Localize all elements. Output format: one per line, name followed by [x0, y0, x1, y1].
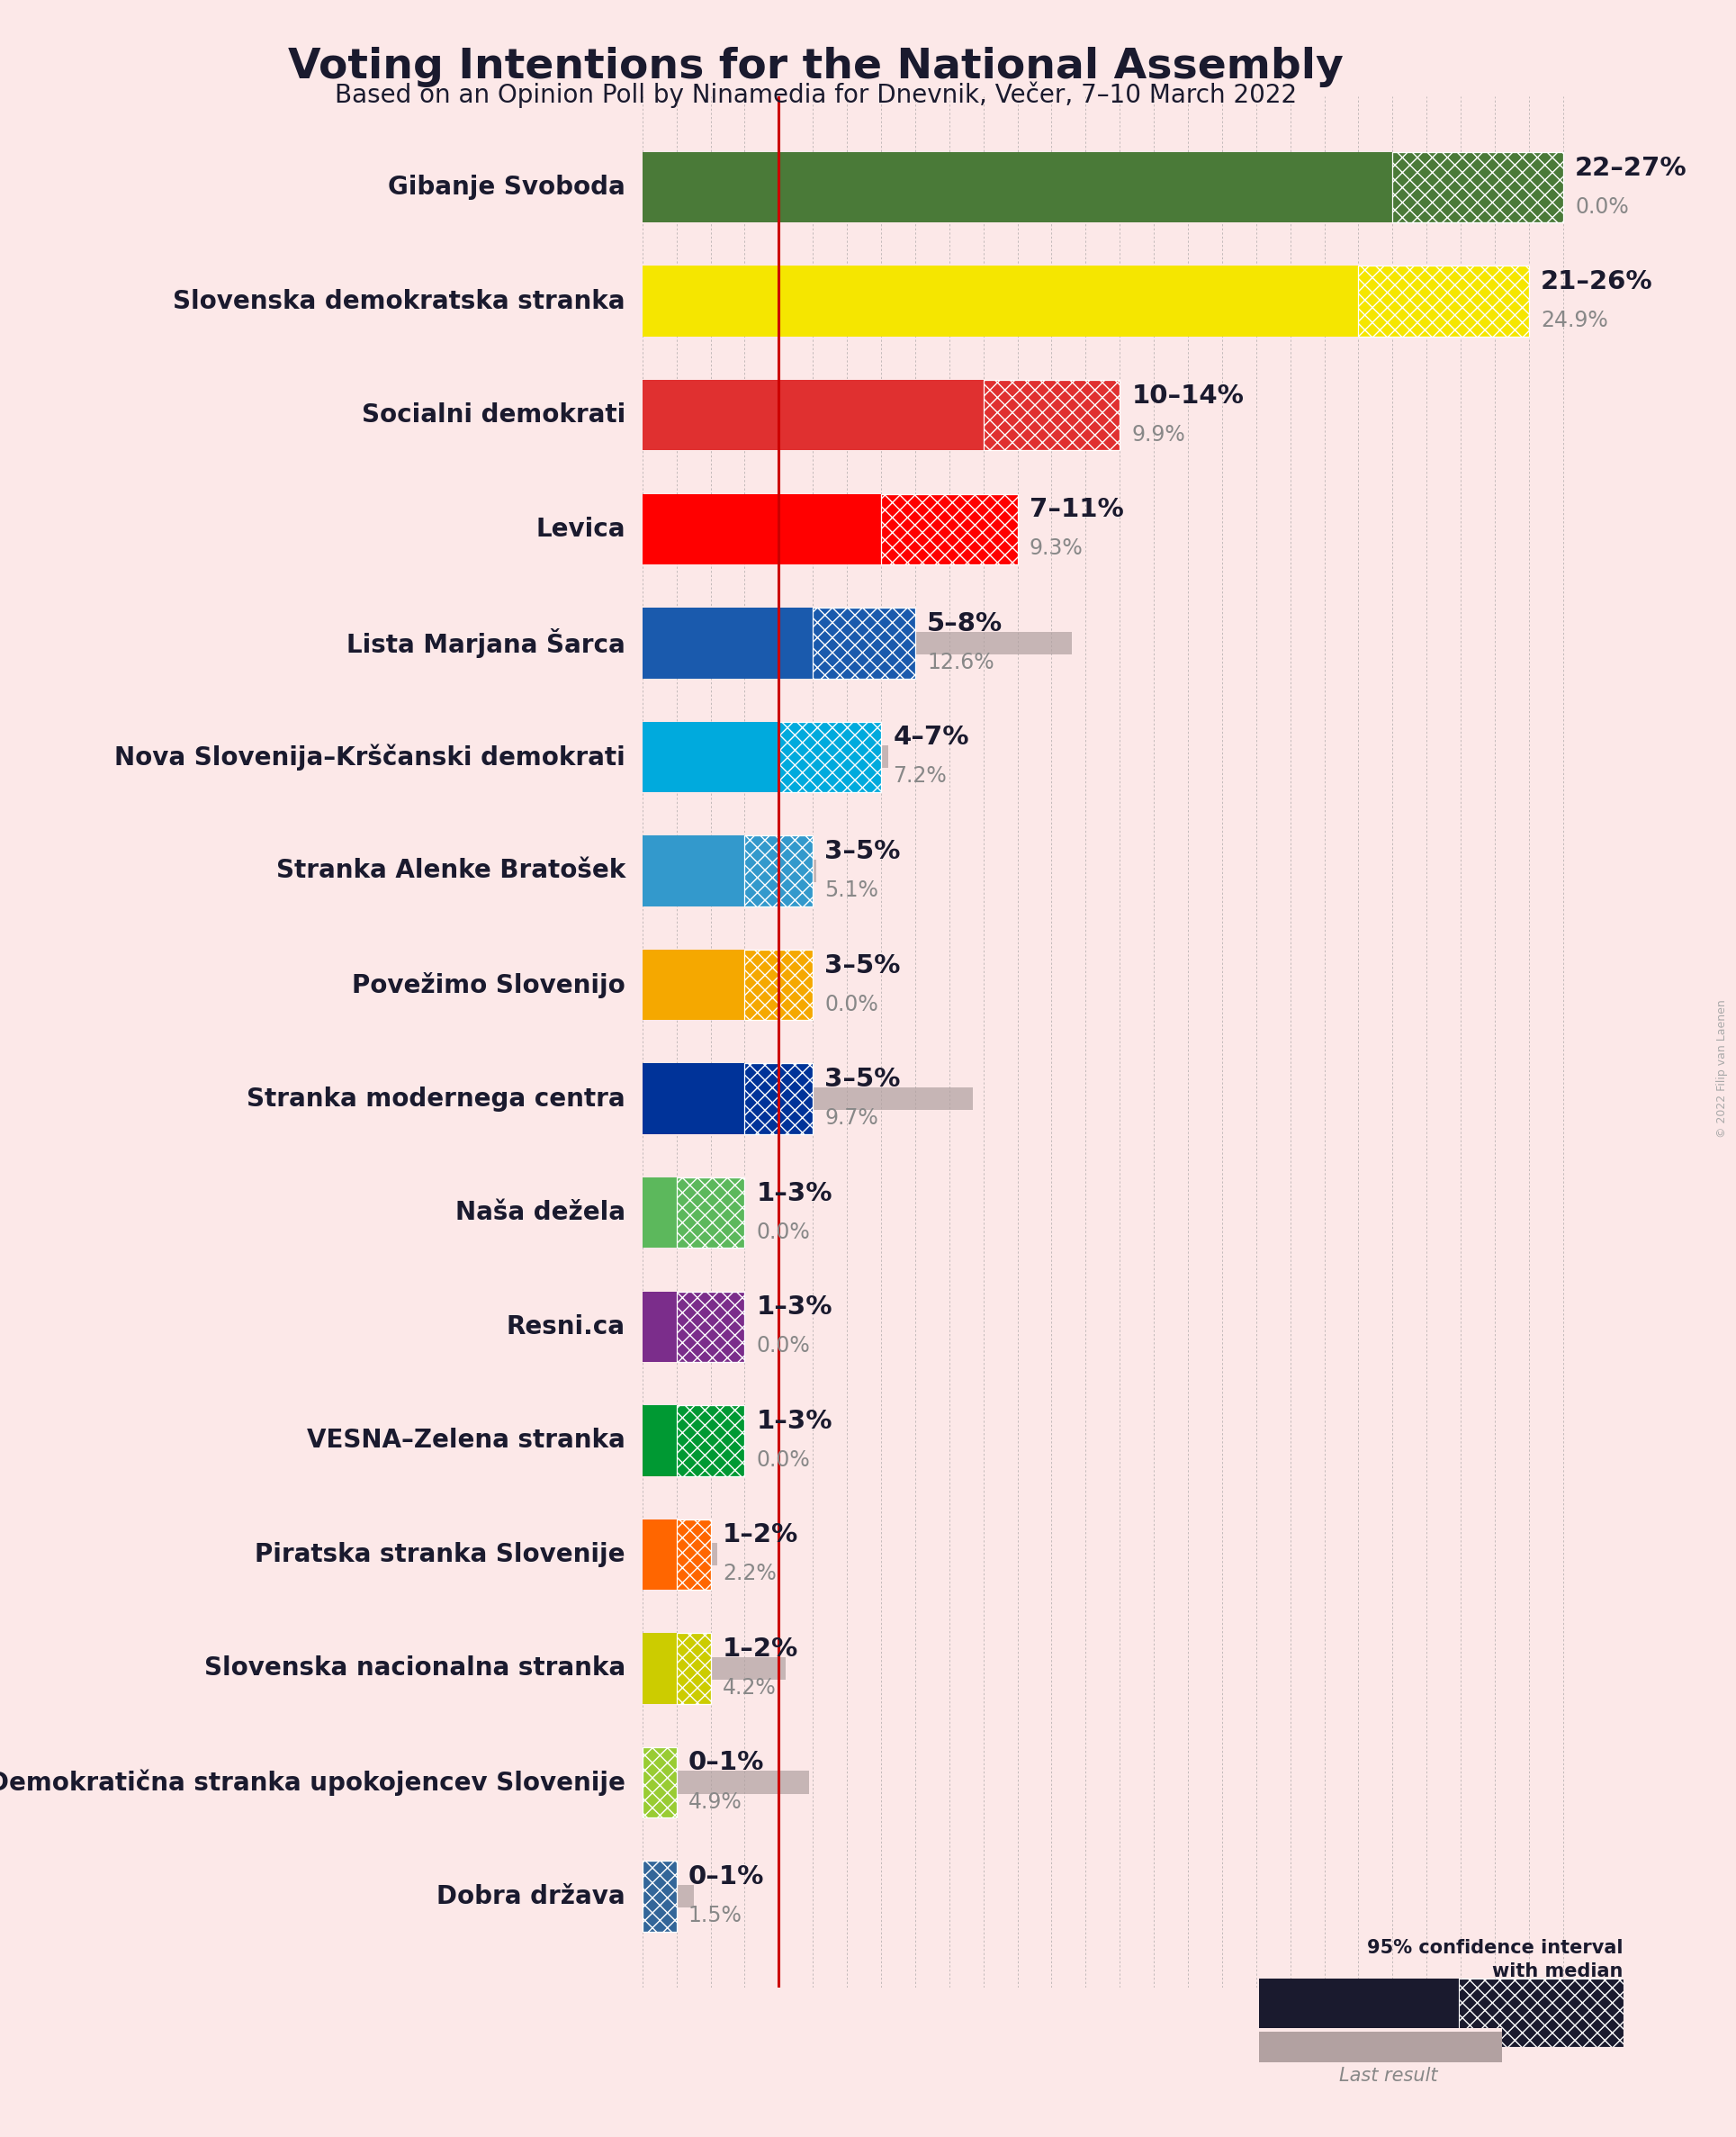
Text: 9.7%: 9.7%	[825, 1107, 878, 1128]
Bar	[642, 517, 960, 541]
Text: 1–3%: 1–3%	[757, 1182, 833, 1205]
Text: 0.0%: 0.0%	[757, 1220, 811, 1244]
Text: 24.9%: 24.9%	[1542, 310, 1608, 331]
Bar	[677, 1406, 745, 1477]
Bar	[642, 1406, 677, 1477]
Bar	[677, 1519, 710, 1590]
Bar	[745, 836, 812, 906]
Bar	[642, 1088, 974, 1109]
Text: VESNA–Zelena stranka: VESNA–Zelena stranka	[307, 1428, 625, 1453]
Text: 3–5%: 3–5%	[825, 840, 901, 863]
Bar	[1259, 2032, 1502, 2062]
Text: Stranka modernega centra: Stranka modernega centra	[247, 1086, 625, 1111]
Text: 3–5%: 3–5%	[825, 953, 901, 979]
Text: Dobra država: Dobra država	[437, 1883, 625, 1908]
Bar	[1259, 1979, 1458, 2047]
Bar	[642, 836, 745, 906]
Bar	[642, 746, 887, 769]
Bar	[812, 607, 915, 677]
Text: © 2022 Filip van Laenen: © 2022 Filip van Laenen	[1717, 1000, 1727, 1137]
Text: 1–3%: 1–3%	[757, 1408, 833, 1434]
Text: Socialni demokrati: Socialni demokrati	[361, 402, 625, 427]
Text: 7.2%: 7.2%	[892, 765, 946, 786]
Bar	[642, 607, 812, 677]
Bar	[642, 494, 880, 564]
Bar	[1359, 265, 1529, 336]
Text: 0.0%: 0.0%	[757, 1449, 811, 1470]
Text: 7–11%: 7–11%	[1029, 498, 1123, 521]
Text: Lista Marjana Šarca: Lista Marjana Šarca	[347, 628, 625, 658]
Text: Based on an Opinion Poll by Ninamedia for Dnevnik, Večer, 7–10 March 2022: Based on an Opinion Poll by Ninamedia fo…	[335, 81, 1297, 107]
Bar	[642, 1519, 677, 1590]
Text: 0.0%: 0.0%	[825, 994, 878, 1015]
Bar	[642, 722, 779, 793]
Bar	[642, 291, 1491, 312]
Text: Piratska stranka Slovenije: Piratska stranka Slovenije	[255, 1543, 625, 1566]
Text: 0–1%: 0–1%	[689, 1863, 764, 1889]
Text: Naša dežela: Naša dežela	[455, 1201, 625, 1225]
Bar	[642, 1543, 717, 1566]
Bar	[642, 1748, 677, 1819]
Bar	[642, 1656, 785, 1680]
Bar	[745, 1064, 812, 1135]
Bar	[642, 1633, 677, 1703]
Text: 4–7%: 4–7%	[892, 724, 969, 750]
Bar	[983, 380, 1120, 451]
Text: 9.9%: 9.9%	[1132, 423, 1186, 444]
Bar	[642, 1177, 677, 1248]
Text: 0–1%: 0–1%	[689, 1750, 764, 1776]
Text: Gibanje Svoboda: Gibanje Svoboda	[387, 175, 625, 201]
Text: 5.1%: 5.1%	[825, 880, 878, 902]
Bar	[642, 633, 1073, 654]
Text: 1–2%: 1–2%	[722, 1637, 799, 1663]
Text: 22–27%: 22–27%	[1575, 156, 1687, 180]
Bar	[642, 1772, 809, 1793]
Text: Demokratična stranka upokojencev Slovenije: Demokratična stranka upokojencev Sloveni…	[0, 1769, 625, 1795]
Bar	[642, 1861, 677, 1932]
Text: 1.5%: 1.5%	[689, 1904, 743, 1925]
Bar	[677, 1633, 710, 1703]
Text: 9.3%: 9.3%	[1029, 539, 1083, 560]
Text: Slovenska nacionalna stranka: Slovenska nacionalna stranka	[205, 1656, 625, 1682]
Text: 1–2%: 1–2%	[722, 1522, 799, 1547]
Bar	[677, 1177, 745, 1248]
Text: 4.9%: 4.9%	[689, 1791, 741, 1812]
Bar	[745, 949, 812, 1019]
Bar	[642, 1291, 677, 1361]
Bar	[642, 380, 983, 451]
Text: Resni.ca: Resni.ca	[507, 1314, 625, 1340]
Bar	[677, 1291, 745, 1361]
Bar	[779, 722, 880, 793]
Bar	[1458, 1979, 1623, 2047]
Bar	[880, 494, 1017, 564]
Text: Stranka Alenke Bratošek: Stranka Alenke Bratošek	[276, 859, 625, 883]
Text: 2.2%: 2.2%	[722, 1562, 776, 1586]
Bar	[1392, 152, 1562, 222]
Bar	[642, 1064, 745, 1135]
Text: 5–8%: 5–8%	[927, 611, 1003, 637]
Bar	[642, 404, 979, 427]
Text: 95% confidence interval
with median: 95% confidence interval with median	[1368, 1938, 1623, 1981]
Text: 0.0%: 0.0%	[757, 1336, 811, 1357]
Text: 21–26%: 21–26%	[1542, 269, 1653, 295]
Bar	[642, 265, 1359, 336]
Bar	[642, 949, 745, 1019]
Text: 10–14%: 10–14%	[1132, 383, 1245, 408]
Text: Voting Intentions for the National Assembly: Voting Intentions for the National Assem…	[288, 47, 1344, 88]
Bar	[642, 1885, 693, 1908]
Text: Levica: Levica	[536, 517, 625, 541]
Bar	[642, 152, 1392, 222]
Text: 3–5%: 3–5%	[825, 1066, 901, 1092]
Text: 1–3%: 1–3%	[757, 1295, 833, 1321]
Text: Slovenska demokratska stranka: Slovenska demokratska stranka	[174, 288, 625, 314]
Text: Povežimo Slovenijo: Povežimo Slovenijo	[352, 972, 625, 998]
Text: Last result: Last result	[1340, 2066, 1437, 2084]
Text: 12.6%: 12.6%	[927, 652, 995, 673]
Text: Nova Slovenija–Krščanski demokrati: Nova Slovenija–Krščanski demokrati	[115, 744, 625, 769]
Text: 0.0%: 0.0%	[1575, 197, 1628, 218]
Text: 4.2%: 4.2%	[722, 1678, 776, 1699]
Bar	[642, 859, 816, 883]
